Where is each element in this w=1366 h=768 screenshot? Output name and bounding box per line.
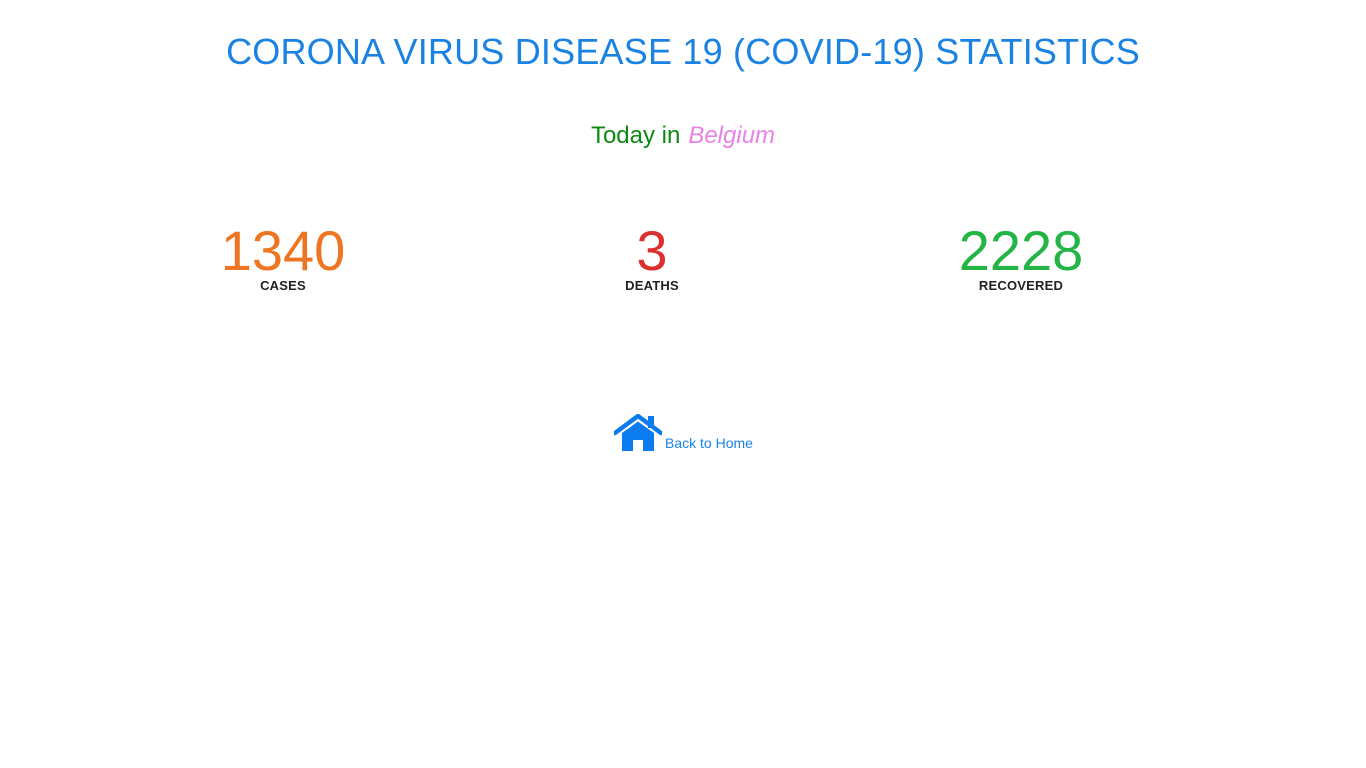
deaths-value: 3 [636,219,668,282]
deaths-stat: 3 DEATHS [502,218,802,294]
page-title: CORONA VIRUS DISEASE 19 (COVID-19) STATI… [226,31,1140,72]
deaths-label: DEATHS [625,278,679,293]
back-to-home-link[interactable]: Back to Home [612,413,753,452]
recovered-stat: 2228 RECOVERED [871,218,1171,294]
back-to-home-label[interactable]: Back to Home [665,435,753,451]
home-icon[interactable] [612,413,664,452]
today-label: Today in [590,122,681,149]
cases-label: CASES [260,278,306,293]
today-heading: Today in Belgium [0,120,1366,152]
recovered-value: 2228 [958,219,1084,282]
cases-stat: 1340 CASES [133,218,433,294]
recovered-label: RECOVERED [978,278,1064,293]
country-name: Belgium [688,122,776,149]
cases-value: 1340 [220,219,346,282]
